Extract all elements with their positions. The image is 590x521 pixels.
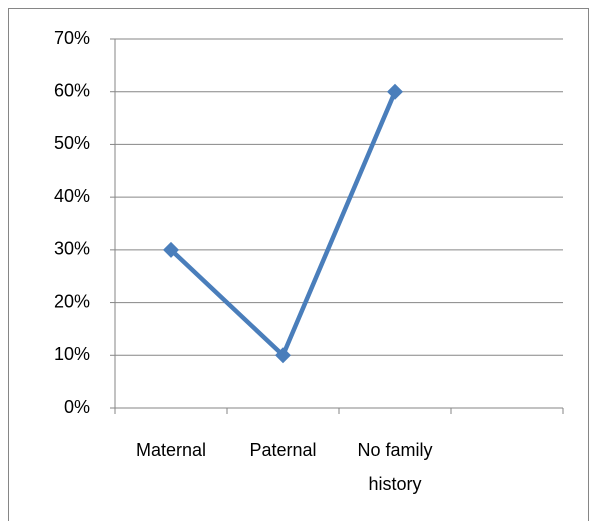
x-tick-label: Maternal (135, 440, 207, 460)
y-tick-label: 50% (54, 133, 90, 153)
x-tick-label: No family history (357, 440, 433, 494)
point-marker (163, 241, 179, 258)
y-tick-label: 60% (54, 80, 90, 100)
series-line (169, 90, 398, 358)
y-tick-label: 0% (64, 397, 90, 417)
x-tick-label: Paternal (249, 440, 317, 460)
y-tick-label: 20% (54, 291, 90, 311)
y-tick-label: 70% (54, 28, 90, 48)
point-marker (387, 83, 403, 100)
point-marker (275, 347, 291, 364)
y-tick-label: 40% (54, 186, 90, 206)
y-tick-label: 10% (54, 344, 90, 364)
chart-border (8, 8, 589, 521)
y-tick-label: 30% (54, 239, 90, 259)
